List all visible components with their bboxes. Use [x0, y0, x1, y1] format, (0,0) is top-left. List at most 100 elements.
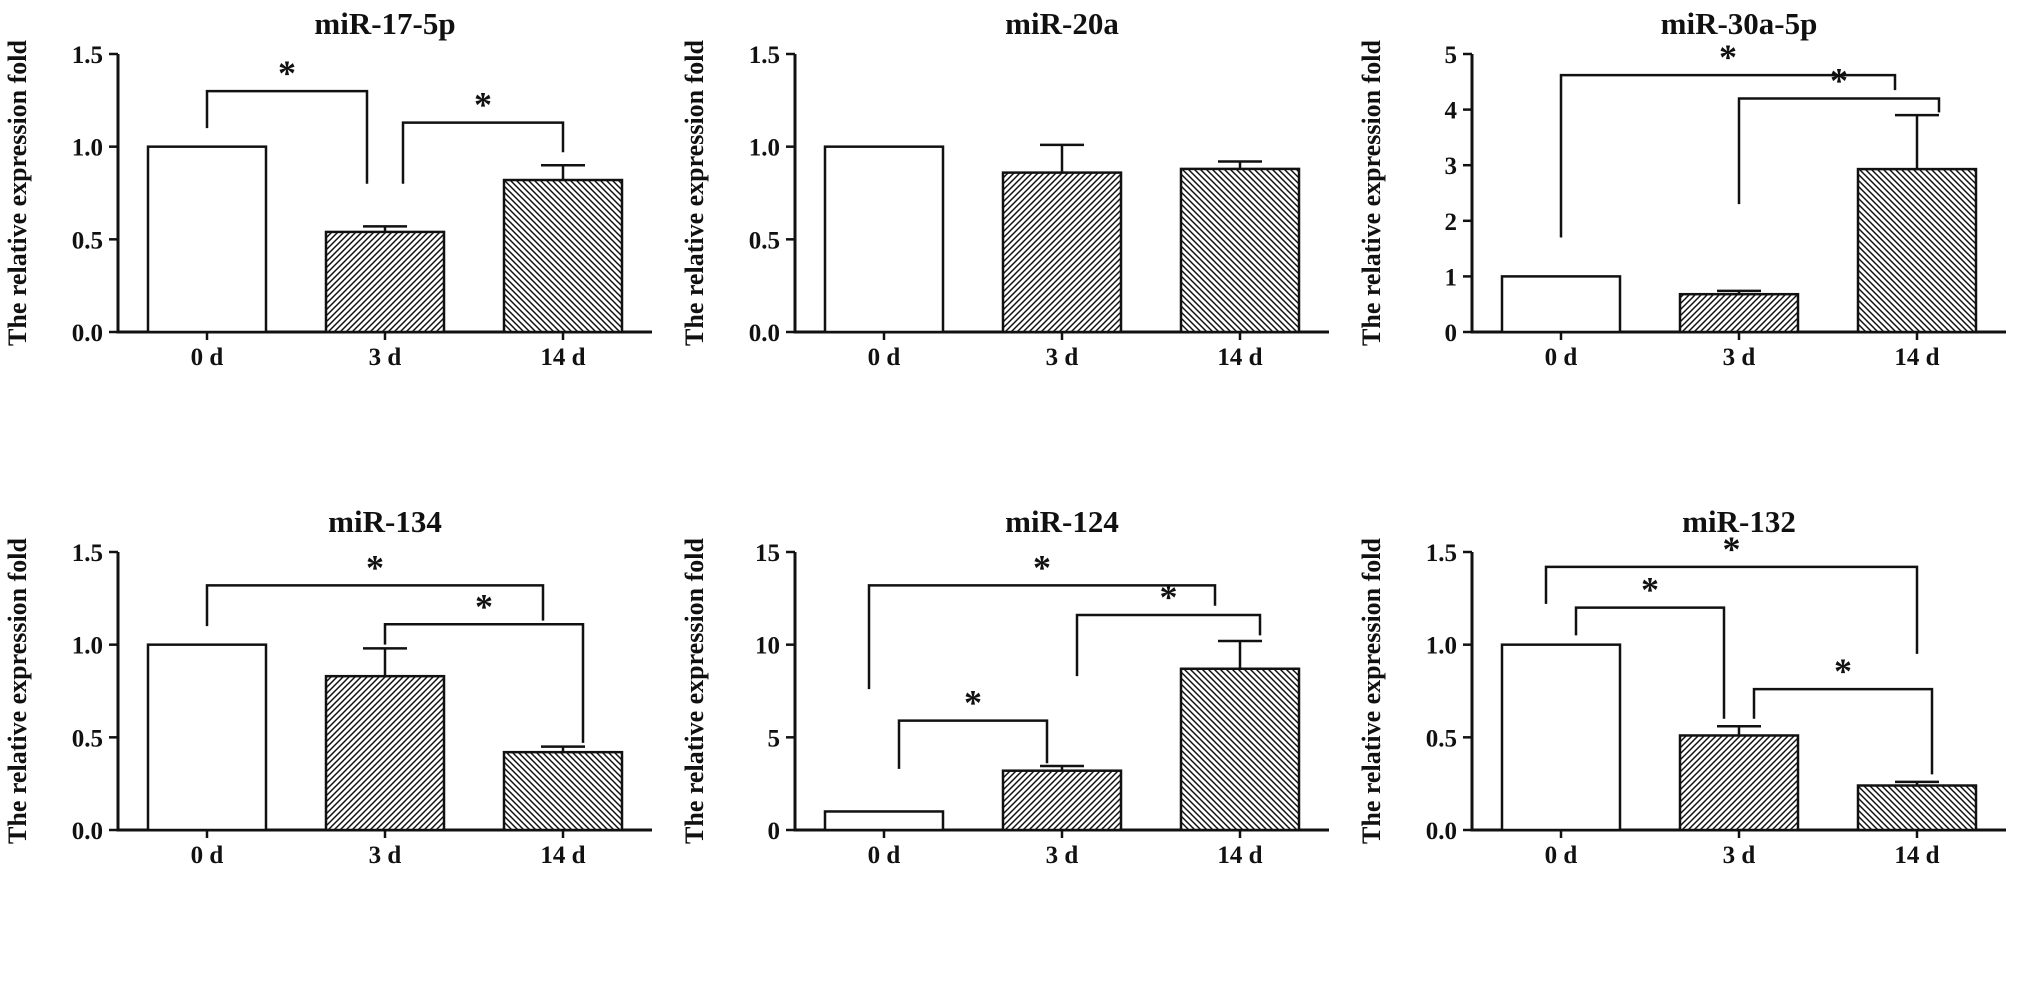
y-axis-label: The relative expression fold: [1357, 39, 1386, 346]
x-tick-label: 3 d: [1723, 842, 1756, 869]
chart-mir-17-5p: miR-17-5p The relative expression fold 0.0…: [3, 6, 652, 371]
x-tick-label: 0 d: [1545, 842, 1578, 869]
y-axis-label: The relative expression fold: [3, 39, 32, 346]
x-tick-label: 14 d: [540, 842, 585, 869]
y-axis-label: The relative expression fold: [1357, 537, 1386, 844]
x-tick-label: 3 d: [369, 344, 402, 371]
y-tick-label: 1.0: [72, 135, 103, 162]
bar-3d: [1678, 734, 1800, 832]
x-tick-label: 14 d: [540, 344, 585, 371]
bar-14d: [502, 178, 624, 334]
x-tick-label: 0 d: [868, 344, 901, 371]
bar-3d: [324, 674, 446, 832]
sig-bracket: [897, 719, 1049, 769]
chart-mir-20a: miR-20a The relative expression fold 0.0 0.…: [680, 6, 1329, 371]
bar-14d: [1179, 167, 1301, 334]
chart-mir-134: miR-134 The relative expression fold 0.0 0.…: [3, 504, 652, 869]
y-axis-label: The relative expression fold: [680, 537, 709, 844]
y-tick-label: 2: [1445, 209, 1458, 236]
y-tick-label: 1.0: [1426, 633, 1457, 660]
x-tick-label: 3 d: [1723, 344, 1756, 371]
bar-14d: [1179, 667, 1301, 832]
chart-title: miR-20a: [1005, 6, 1119, 41]
chart-mir-30a-5p: miR-30a-5p The relative expression fold 0 1…: [1357, 6, 2006, 371]
y-tick-label: 0.5: [72, 227, 103, 254]
x-tick-label: 3 d: [1046, 344, 1079, 371]
y-tick-label: 0: [1445, 320, 1458, 347]
sig-asterisk: *: [1033, 547, 1051, 587]
y-tick-label: 15: [755, 540, 780, 567]
bar-3d: [1001, 769, 1123, 832]
y-axis-label: The relative expression fold: [3, 537, 32, 844]
sig-bracket: [1574, 606, 1726, 719]
x-tick-label: 0 d: [191, 842, 224, 869]
sig-asterisk: *: [1641, 570, 1659, 610]
chart-cell-6: miR-132 The relative expression fold 0.0 0.…: [1354, 498, 2031, 996]
bar-3d: [1001, 171, 1123, 334]
x-tick-label: 0 d: [868, 842, 901, 869]
y-tick-label: 1.5: [72, 42, 103, 69]
bar-0d: [823, 810, 945, 832]
chart-cell-4: miR-134 The relative expression fold 0.0 0.…: [0, 498, 677, 996]
y-tick-label: 10: [755, 633, 780, 660]
x-tick-label: 0 d: [1545, 344, 1578, 371]
chart-title: miR-132: [1682, 504, 1796, 539]
sig-bracket: [205, 89, 369, 184]
bar-3d: [324, 230, 446, 334]
y-tick-label: 0.5: [72, 725, 103, 752]
sig-bracket: [401, 121, 565, 184]
sig-bracket: [205, 584, 545, 627]
sig-asterisk: *: [474, 85, 492, 125]
bar-0d: [146, 643, 268, 832]
x-tick-label: 14 d: [1894, 344, 1939, 371]
x-tick-label: 14 d: [1217, 344, 1262, 371]
y-tick-label: 1: [1445, 264, 1458, 291]
sig-bracket: [1752, 687, 1934, 775]
chart-title: miR-134: [328, 504, 442, 539]
chart-cell-3: miR-30a-5p The relative expression fold 0 1…: [1354, 0, 2031, 498]
sig-asterisk: *: [964, 683, 982, 723]
bar-0d: [146, 145, 268, 334]
chart-mir-132: miR-132 The relative expression fold 0.0 0.…: [1357, 504, 2006, 869]
y-tick-label: 0.5: [1426, 725, 1457, 752]
y-tick-label: 0: [768, 818, 781, 845]
y-axis-label: The relative expression fold: [680, 39, 709, 346]
chart-title: miR-17-5p: [314, 6, 455, 41]
bar-0d: [823, 145, 945, 334]
sig-asterisk: *: [1719, 37, 1737, 77]
bar-14d: [1856, 784, 1978, 832]
chart-cell-2: miR-20a The relative expression fold 0.0 0.…: [677, 0, 1354, 498]
sig-asterisk: *: [475, 586, 493, 626]
y-tick-label: 5: [768, 725, 781, 752]
sig-bracket: [867, 584, 1217, 690]
y-tick-label: 1.0: [72, 633, 103, 660]
chart-title: miR-124: [1005, 504, 1119, 539]
x-tick-label: 14 d: [1217, 842, 1262, 869]
bar-14d: [1856, 167, 1978, 334]
y-tick-label: 4: [1445, 98, 1458, 125]
sig-bracket: [1544, 565, 1919, 654]
sig-asterisk: *: [1160, 577, 1178, 617]
bar-0d: [1500, 643, 1622, 832]
y-tick-label: 0.5: [749, 227, 780, 254]
sig-bracket: [1559, 73, 1897, 238]
chart-cell-5: miR-124 The relative expression fold 0 5 10 1…: [677, 498, 1354, 996]
sig-asterisk: *: [1830, 60, 1848, 100]
sig-asterisk: *: [1834, 651, 1852, 691]
chart-title: miR-30a-5p: [1661, 6, 1818, 41]
x-tick-label: 0 d: [191, 344, 224, 371]
y-tick-label: 5: [1445, 42, 1458, 69]
sig-bracket: [1737, 97, 1941, 205]
bar-3d: [1678, 292, 1800, 334]
sig-bracket: [383, 623, 585, 743]
x-tick-label: 3 d: [369, 842, 402, 869]
y-tick-label: 1.5: [72, 540, 103, 567]
y-tick-label: 0.0: [1426, 818, 1457, 845]
bar-0d: [1500, 275, 1622, 334]
y-tick-label: 0.0: [72, 320, 103, 347]
bar-14d: [502, 750, 624, 832]
sig-asterisk: *: [278, 53, 296, 93]
y-tick-label: 0.0: [72, 818, 103, 845]
y-tick-label: 0.0: [749, 320, 780, 347]
